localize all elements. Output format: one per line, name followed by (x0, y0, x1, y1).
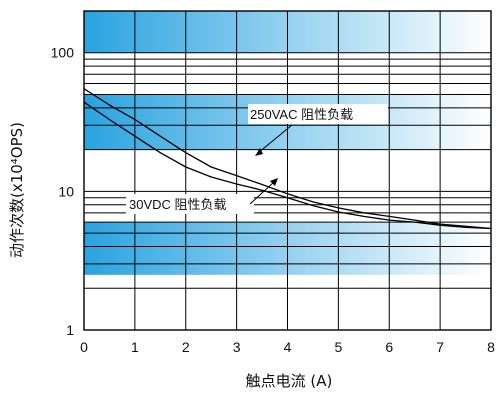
series-label-250vac: 250VAC 阻性负载 (250, 107, 353, 122)
x-tick-label: 7 (436, 339, 444, 355)
annotation-bg-30vdc (126, 194, 254, 214)
leader-30vdc (249, 181, 275, 205)
annotation-bg-250vac (248, 104, 388, 124)
x-tick-label: 0 (80, 339, 88, 355)
y-axis-label: 动作次数(x10⁴OPS) (8, 122, 26, 258)
x-tick-labels: 0 1 2 3 4 5 6 7 8 (80, 339, 495, 355)
x-tick-label: 2 (182, 339, 190, 355)
x-tick-label: 4 (284, 339, 292, 355)
y-tick-labels: 1 10 100 (51, 45, 75, 338)
grid-lines (84, 11, 491, 330)
x-tick-label: 5 (334, 339, 342, 355)
leader-250vac (257, 124, 293, 154)
series-label-30vdc: 30VDC 阻性负载 (129, 197, 227, 212)
plot-frame (83, 10, 492, 331)
x-tick-label: 1 (131, 339, 139, 355)
x-tick-label: 3 (233, 339, 241, 355)
x-tick-label: 8 (487, 339, 495, 355)
series-line-0 (83, 88, 492, 230)
arrowhead-250vac (255, 148, 263, 156)
x-tick-label: 6 (385, 339, 393, 355)
arrowhead-30vdc (270, 178, 278, 186)
series-line-1 (83, 101, 492, 230)
y-tick-label: 10 (58, 183, 74, 199)
y-tick-label: 1 (66, 322, 74, 338)
y-tick-label: 100 (51, 45, 75, 61)
series-lines (83, 88, 492, 230)
x-axis-label: 触点电流 (A) (246, 372, 333, 390)
